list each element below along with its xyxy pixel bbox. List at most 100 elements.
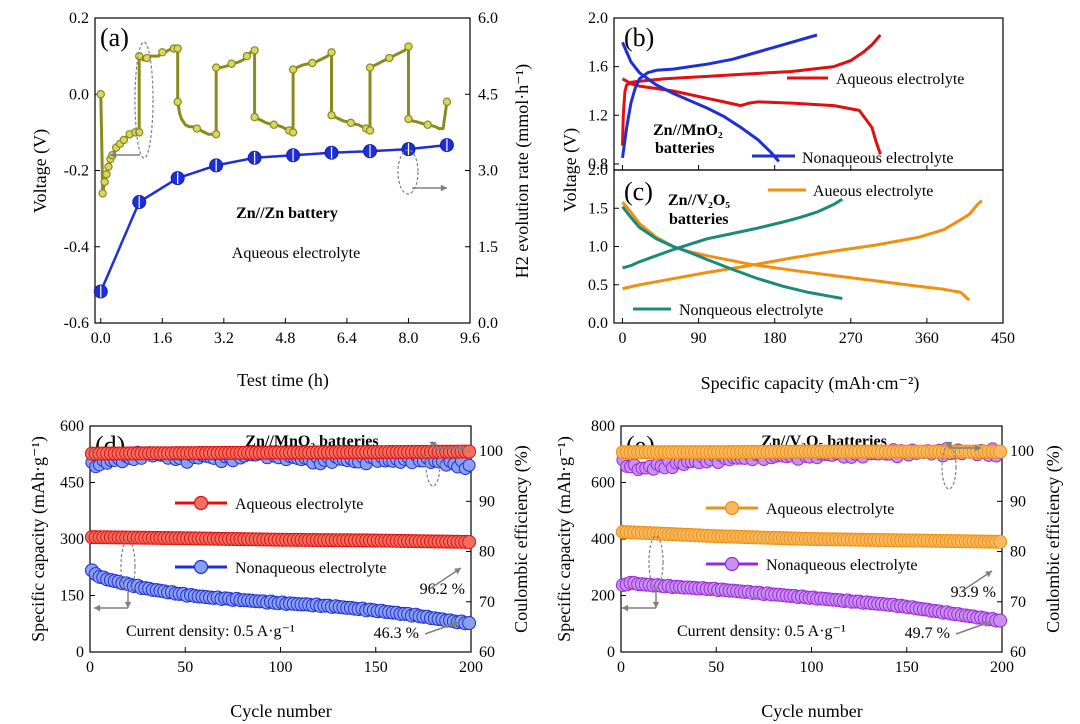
panel-a-h2-ellipse: [397, 149, 419, 195]
panel-d-capacity-arrow-head: [452, 620, 459, 628]
panel-a-voltage-marker: [173, 44, 182, 53]
panel-a-voltage-marker: [269, 120, 279, 129]
panel-d-y-ticklabel: 450: [60, 475, 84, 492]
panel-d-x-ticklabel: 200: [459, 659, 483, 676]
panel-d-legend-aqueous: Aqueous electrolyte: [235, 496, 363, 513]
panel-b-legend-aqueous: Aqueous electrolyte: [836, 71, 964, 88]
panel-a-voltage-marker: [288, 65, 298, 74]
panel-c-y-ticklabel: 1.0: [588, 239, 608, 256]
panel-a-y-ticklabel: -0.4: [64, 239, 89, 256]
panel-c-x-ticklabel: 180: [763, 330, 787, 347]
panel-a-voltage-marker: [173, 97, 182, 107]
panel-e-y2-ticklabel: 60: [1010, 644, 1026, 661]
panel-a-xlabel: Test time (h): [237, 370, 329, 391]
panel-a-voltage-marker: [227, 59, 236, 68]
panel-e-ce-arrow-v-head: [945, 441, 953, 448]
panel-a-y-ticklabel: -0.6: [64, 315, 89, 332]
panel-d-capacity-arrow-h-head: [94, 604, 101, 612]
panel-a-voltage-marker: [308, 58, 317, 68]
panel-a-voltage-marker: [423, 120, 432, 129]
panel-a-voltage-marker: [119, 135, 129, 145]
panel-a-y2-ticklabel: 0.0: [478, 315, 498, 332]
panel-d-y-ticklabel: 150: [60, 588, 84, 605]
panel-e-nonaqueous-capacity-marker: [993, 613, 1008, 628]
panel-a-y2-ticklabel: 1.5: [478, 239, 498, 256]
panel-a-voltage-marker: [365, 63, 375, 72]
panel-a-voltage-marker: [142, 53, 152, 63]
panel-a-x-ticklabel: 1.6: [152, 330, 172, 347]
panel-c-x-ticklabel: 270: [839, 330, 863, 347]
panel-c-annotation-line2: batteries: [669, 211, 729, 228]
panel-a-voltage-marker: [242, 51, 252, 61]
panel-a-h2-arrow-head: [440, 184, 447, 192]
panel-c-legend-aqueous: Aueous electrolyte: [813, 183, 933, 200]
panel-b-curve-nonaqueous: [621, 41, 781, 163]
panel-d-y2-ticklabel: 90: [479, 493, 495, 510]
panel-d-y2-ticklabel: 80: [479, 544, 495, 561]
panel-d-nonaqueous-capacity-marker: [462, 616, 477, 631]
panel-e-ce-retention: 93.9 %: [951, 584, 996, 601]
panel-a-annotation-subtitle: Aqueous electrolyte: [232, 245, 360, 262]
panel-e-x-ticklabel: 0: [617, 659, 625, 676]
panel-d-aqueous-ce-marker: [462, 444, 477, 459]
panel-d-legend-nonaqueous-marker: [193, 559, 209, 575]
panel-d-x-ticklabel: 100: [269, 659, 293, 676]
panel-a-voltage-marker: [404, 42, 413, 51]
panel-c-x-ticklabel: 0: [618, 330, 626, 347]
panel-d-y2label: Coulombic efficiency (%): [511, 445, 532, 633]
panel-c-curve-aqueous: [622, 199, 983, 291]
panel-e-current-density: Current density: 0.5 A·g⁻¹: [677, 623, 846, 640]
panel-a-voltage-marker: [211, 130, 221, 139]
panel-d-current-density: Current density: 0.5 A·g⁻¹: [126, 623, 295, 640]
panel-c-label: (c): [624, 177, 653, 206]
panel-d-y2-ticklabel: 60: [479, 644, 495, 661]
panel-b-legend-nonaqueous: Nonaqueous electrolyte: [802, 150, 954, 167]
panel-a-voltage-arrow-head: [110, 151, 117, 159]
panel-a-voltage-marker: [442, 97, 452, 107]
panel-a-voltage-marker: [385, 53, 394, 63]
panel-e-capacity-retention: 49.7 %: [905, 625, 950, 642]
panel-a-voltage-marker: [211, 63, 221, 72]
panel-a-y-ticklabel: 0.2: [69, 10, 89, 27]
panel-a-voltage-marker: [98, 189, 107, 198]
panel-d-ce-arrow-h-head: [458, 444, 465, 452]
panel-a-voltage-marker: [104, 162, 113, 171]
panel-d-capacity-retention: 46.3 %: [374, 625, 419, 642]
panel-b-curve-aqueous: [621, 77, 882, 155]
panel-a-x-ticklabel: 8.0: [398, 330, 418, 347]
panel-e-legend-nonaqueous-marker: [724, 556, 740, 572]
panel-c-y-ticklabel: 0.5: [588, 277, 608, 294]
panel-c-curve-aqueous: [621, 201, 971, 302]
panel-a-voltage-marker: [250, 46, 259, 55]
panel-a-y2label: H2 evolution rate (mmol·h⁻¹): [512, 64, 533, 278]
panel-e-ce-arrow-head: [985, 571, 992, 578]
panel-a-annotation-title: Zn//Zn battery: [236, 205, 338, 222]
panel-d-ce-arrow-head: [454, 568, 461, 575]
panel-e-x-ticklabel: 150: [895, 659, 919, 676]
panel-d-x-ticklabel: 150: [364, 659, 388, 676]
panel-a-voltage-marker: [327, 111, 336, 120]
panel-a-h2-line: [99, 143, 448, 292]
panel-a-voltage-marker: [96, 90, 105, 99]
panel-a-voltage-marker: [250, 112, 259, 122]
panel-e-legend-aqueous: Aqueous electrolyte: [766, 501, 894, 518]
panel-c-x-ticklabel: 450: [991, 330, 1015, 347]
panel-e-capacity-arrow-h-head: [622, 604, 629, 612]
panel-c-curve-nonaqueous: [621, 205, 843, 300]
panel-a-y2-ticklabel: 6.0: [478, 10, 498, 27]
panel-c-curve-nonaqueous: [622, 197, 844, 270]
panel-a-y-ticklabel: -0.2: [64, 163, 89, 180]
panel-e-legend-aqueous-marker: [724, 500, 740, 516]
panel-c-x-ticklabel: 360: [915, 330, 939, 347]
panel-d-y2-ticklabel: 70: [479, 594, 495, 611]
panel-b-curve-nonaqueous: [621, 33, 818, 159]
panel-d-y2-ticklabel: 100: [479, 443, 503, 460]
panel-c-y-ticklabel: 0.0: [588, 315, 608, 332]
panel-e-y2-ticklabel: 90: [1010, 493, 1026, 510]
panel-a-voltage-marker: [327, 48, 336, 57]
panel-e-x-ticklabel: 200: [990, 659, 1014, 676]
panel-b-label: (b): [624, 23, 654, 52]
panel-a-x-ticklabel: 0.0: [91, 330, 111, 347]
panel-a-frame: [94, 17, 471, 324]
panel-a-voltage-marker: [100, 177, 109, 187]
